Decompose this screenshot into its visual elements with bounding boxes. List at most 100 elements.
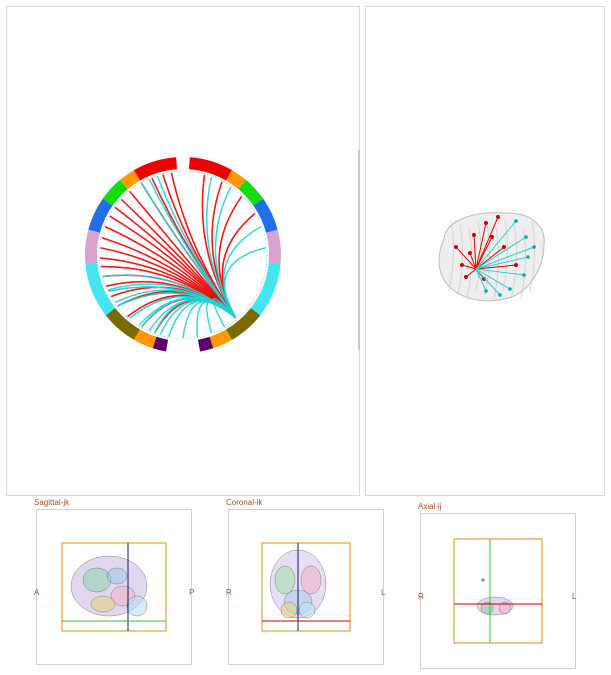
node-red (468, 251, 472, 255)
chord-segment-left-orange (120, 170, 140, 190)
coronal-slice[interactable] (229, 510, 383, 664)
sagittal-left-label: A (34, 588, 40, 597)
chord-segment-left-purple (152, 336, 169, 352)
slice-frame (261, 542, 351, 632)
panel-splitter[interactable] (358, 150, 360, 350)
edge-cyan-3d (475, 268, 501, 296)
node-cyan (532, 245, 536, 249)
edge-red-3d (461, 264, 477, 270)
chord-segment-right-cyan (250, 262, 281, 316)
chord-segment-left-olive (105, 307, 140, 340)
node-red (464, 275, 468, 279)
chord-segment-left-blue (88, 198, 113, 233)
slice-frame (61, 542, 167, 632)
edge-cyan (223, 247, 266, 319)
chord-segment-right-blue (253, 198, 278, 233)
brain-region (498, 601, 512, 615)
sagittal-title: Sagittal-jk (34, 498, 70, 507)
brain-region (298, 601, 316, 619)
node-red (496, 215, 500, 219)
sagittal-right-label: P (189, 588, 195, 597)
node-cyan (498, 293, 502, 297)
edge-cyan-3d (475, 220, 517, 270)
brain-gyrus (457, 224, 463, 296)
edge-cyan-3d (475, 268, 525, 276)
node-red (514, 263, 518, 267)
edge-red-3d (475, 264, 517, 270)
chord-segment-right-orange (226, 170, 246, 190)
edge-cyan-3d (475, 236, 527, 270)
edge-cyan (212, 298, 237, 328)
brain-region (90, 595, 116, 613)
axial-title: Axial-ij (418, 502, 442, 511)
edge-cyan (108, 286, 237, 319)
node-red (490, 235, 494, 239)
node-red (454, 245, 458, 249)
edge-cyan-3d (475, 246, 535, 270)
brain-region (274, 565, 296, 595)
node-red (484, 221, 488, 225)
coronal-view[interactable] (228, 509, 384, 665)
brain-gyrus (529, 220, 535, 292)
brain-gyrus (520, 228, 526, 300)
sagittal-slice[interactable] (37, 510, 191, 664)
brain-region (126, 595, 148, 617)
edge-cyan-3d (475, 268, 511, 290)
brain-region (106, 567, 128, 585)
node-cyan (526, 255, 530, 259)
node-red (502, 245, 506, 249)
axial-slice[interactable] (421, 514, 575, 668)
edge-red-3d (455, 246, 477, 270)
chord-segment-right-pink (266, 229, 281, 264)
node-cyan (484, 289, 488, 293)
brain-region (481, 578, 485, 582)
chord-segment-right-orange (209, 329, 232, 349)
edge-red-3d (475, 222, 487, 270)
coronal-left-label: R (226, 588, 232, 597)
chord-segment-right-green (238, 179, 264, 206)
axial-left-label: R (418, 592, 424, 601)
chord-segment-right-olive (226, 307, 261, 340)
brain-gyrus (511, 224, 517, 296)
chord-segment-right-purple (197, 336, 214, 352)
edge-red-3d (475, 216, 499, 270)
slice-frame (453, 538, 543, 644)
render3d-panel[interactable] (365, 6, 605, 496)
brain-region (300, 565, 322, 595)
coronal-title: Coronal-ik (226, 498, 263, 507)
brain-gyrus (466, 228, 472, 300)
chord-segment-right-red (188, 157, 232, 181)
edge-cyan-3d (475, 268, 487, 292)
brain-gyrus (502, 220, 508, 292)
node-cyan (524, 235, 528, 239)
sagittal-view[interactable] (36, 509, 192, 665)
chord-diagram[interactable] (7, 7, 359, 495)
node-red (472, 233, 476, 237)
axial-view[interactable] (420, 513, 576, 669)
node-red (482, 277, 486, 281)
edge-red-3d (473, 234, 477, 270)
chord-inner-ring (98, 170, 268, 340)
node-cyan (508, 287, 512, 291)
brain-region (280, 601, 298, 619)
edge-cyan-3d (475, 256, 529, 270)
chord-segment-left-pink (84, 229, 100, 264)
brain-gyrus (448, 220, 454, 292)
coronal-right-label: L (381, 588, 386, 597)
connectome-panel[interactable] (6, 6, 360, 496)
node-cyan (514, 219, 518, 223)
node-cyan (522, 273, 526, 277)
brain-gyrus (493, 228, 499, 300)
edge-red-3d (475, 246, 505, 270)
edge-red-3d (465, 268, 477, 278)
node-red (460, 263, 464, 267)
chord-segment-left-green (102, 179, 128, 206)
brain-gyrus (475, 220, 481, 292)
edge-red-3d (469, 252, 477, 270)
brain-3d-view[interactable] (366, 7, 604, 495)
chord-segment-left-cyan (85, 262, 116, 316)
chord-segment-left-orange (134, 329, 157, 349)
brain-gyrus (484, 224, 490, 296)
brain-region (82, 567, 112, 593)
chord-segment-left-red (134, 157, 178, 181)
